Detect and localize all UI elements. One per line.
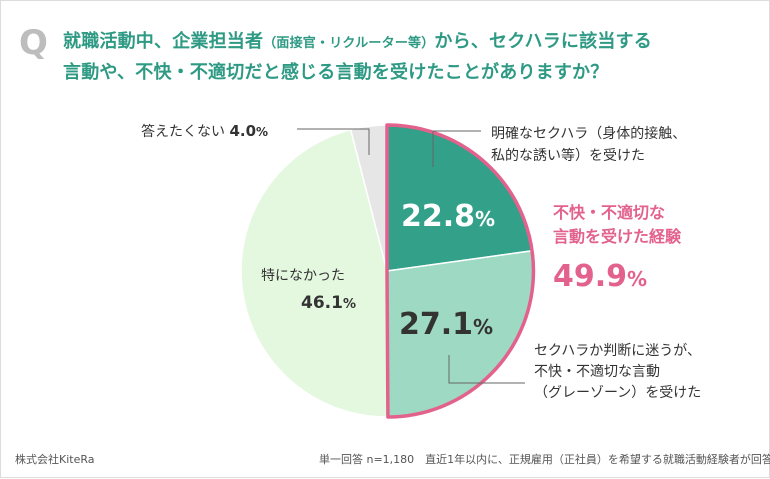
slice-label-line: （グレーゾーン）を受けた	[534, 385, 702, 401]
slice-label-line: 答えたくない	[141, 124, 225, 140]
highlight-outline	[385, 123, 536, 419]
highlight-label: 不快・不適切な 言動を受けた経験	[553, 201, 681, 249]
slice-label-no-answer: 答えたくない 4.0%	[141, 122, 269, 140]
question-mark-icon: Q	[19, 23, 48, 63]
slice-label-explicit-harassment: 明確なセクハラ（身体的接触、 私的な誘い等）を受けた	[491, 123, 686, 167]
footer-note: 単一回答 n=1,180 直近1年以内に、正規雇用（正社員）を希望する就職活動経…	[319, 453, 770, 466]
leader-line-gray-zone	[448, 355, 525, 384]
highlight-label-line: 言動を受けた経験	[553, 227, 682, 246]
highlight-label-line: 不快・不適切な	[553, 203, 666, 222]
question-title-part-b: （面接官・リクルーター等）	[263, 36, 435, 51]
question-title-part-a: 就職活動中、企業担当者	[63, 31, 264, 52]
highlight-value: 49.9%	[553, 259, 648, 294]
leader-line-explicit-harassment	[432, 130, 481, 167]
question-title-line-2: 言動や、不快・不適切だと感じる言動を受けたことがありますか？	[63, 62, 609, 83]
slice-label-line: 明確なセクハラ（身体的接触、	[491, 126, 687, 142]
question-title-line-1: 就職活動中、企業担当者（面接官・リクルーター等）から、セクハラに該当する	[63, 27, 652, 53]
slice-label-none: 特になかった	[261, 268, 345, 284]
slice-label-line: セクハラか判断に迷うが、	[534, 343, 702, 359]
slice-value-none: 46.1%	[301, 293, 356, 313]
footer-company: 株式会社KiteRa	[15, 453, 95, 466]
leader-line-no-answer	[297, 128, 370, 155]
slice-value-no-answer: 4.0	[229, 122, 257, 140]
slice-value-explicit-harassment: 22.8%	[401, 199, 496, 234]
slice-value-gray-zone: 27.1%	[399, 307, 494, 342]
question-title-part-c: から、セクハラに該当する	[434, 31, 652, 52]
slice-label-line: 不快・不適切な言動	[534, 364, 660, 380]
pie-slice-none	[240, 128, 389, 418]
slice-label-gray-zone: セクハラか判断に迷うが、 不快・不適切な言動 （グレーゾーン）を受けた	[534, 341, 701, 404]
slice-label-line: 私的な誘い等）を受けた	[491, 148, 645, 164]
